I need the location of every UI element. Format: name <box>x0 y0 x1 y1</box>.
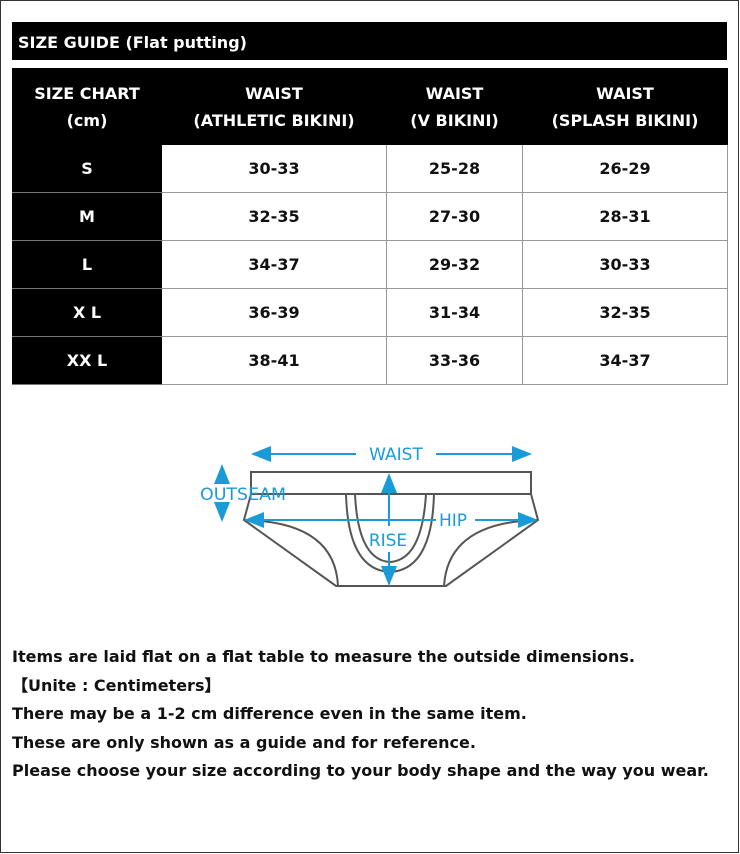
waist-cell: 30-33 <box>161 144 387 193</box>
waist-label: WAIST <box>369 445 423 465</box>
page-title: SIZE GUIDE (Flat putting) <box>12 22 727 60</box>
notes: Items are laid flat on a flat table to m… <box>12 643 728 786</box>
waist-cell: 26-29 <box>522 144 728 193</box>
header-v-bikini: WAIST (V BIKINI) <box>386 68 523 145</box>
waist-cell: 27-30 <box>386 192 523 241</box>
measurement-diagram: WAIST OUTSEAM HIP RISE <box>200 445 540 587</box>
table-row: XX L 38-41 33-36 34-37 <box>12 336 728 385</box>
rise-label: RISE <box>369 531 407 551</box>
note-line: These are only shown as a guide and for … <box>12 732 476 752</box>
waist-cell: 34-37 <box>522 336 728 385</box>
table-row: S 30-33 25-28 26-29 <box>12 144 728 193</box>
waist-cell: 31-34 <box>386 288 523 337</box>
waist-cell: 30-33 <box>522 240 728 289</box>
waist-cell: 33-36 <box>386 336 523 385</box>
waist-cell: 32-35 <box>522 288 728 337</box>
size-cell: S <box>12 144 162 193</box>
size-chart-table: SIZE CHART (cm) WAIST (ATHLETIC BIKINI) WA… <box>12 68 728 385</box>
note-line: Please choose your size according to you… <box>12 761 709 781</box>
note-line: There may be a 1-2 cm difference even in… <box>12 704 527 724</box>
waist-cell: 38-41 <box>161 336 387 385</box>
size-cell: X L <box>12 288 162 337</box>
table-row: M 32-35 27-30 28-31 <box>12 192 728 241</box>
header-splash-bikini: WAIST (SPLASH BIKINI) <box>522 68 728 145</box>
table-row: L 34-37 29-32 30-33 <box>12 240 728 289</box>
size-cell: XX L <box>12 336 162 385</box>
outseam-label: OUTSEAM <box>200 485 286 505</box>
waist-cell: 36-39 <box>161 288 387 337</box>
header-athletic-bikini: WAIST (ATHLETIC BIKINI) <box>161 68 387 145</box>
size-cell: M <box>12 192 162 241</box>
waist-cell: 25-28 <box>386 144 523 193</box>
header-size: SIZE CHART (cm) <box>12 68 162 145</box>
brief-outline <box>242 471 540 587</box>
waist-cell: 34-37 <box>161 240 387 289</box>
note-line: Items are laid flat on a flat table to m… <box>12 647 635 666</box>
waist-cell: 28-31 <box>522 192 728 241</box>
table-header-row: SIZE CHART (cm) WAIST (ATHLETIC BIKINI) WA… <box>12 68 728 145</box>
hip-label: HIP <box>439 511 467 531</box>
table-row: X L 36-39 31-34 32-35 <box>12 288 728 337</box>
size-cell: L <box>12 240 162 289</box>
note-unit: 【Unite : Centimeters】 <box>12 675 221 695</box>
